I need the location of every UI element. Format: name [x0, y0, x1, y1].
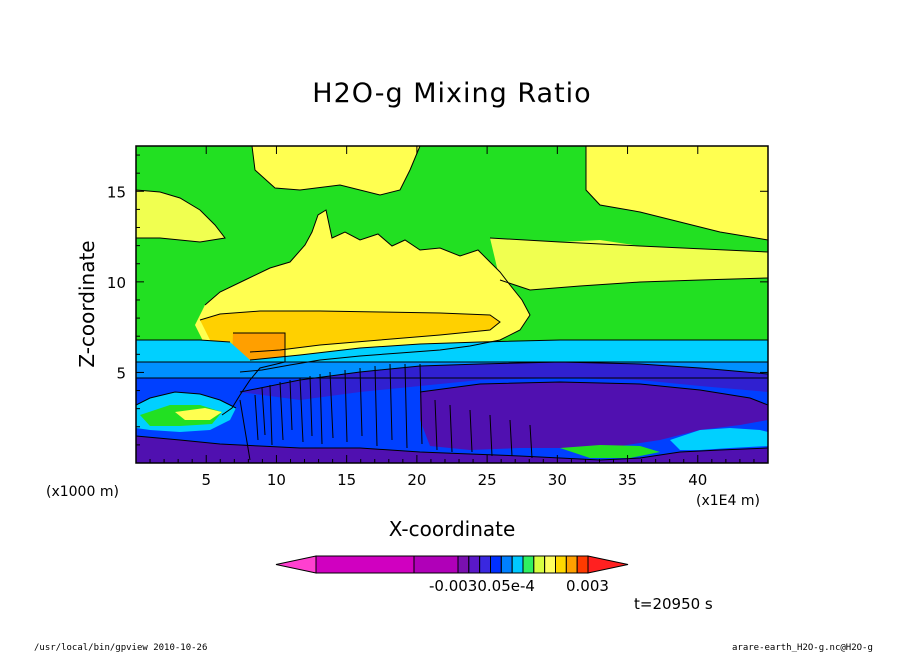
x-tick-label: 25	[478, 471, 497, 489]
chart-title: H2O-g Mixing Ratio	[312, 78, 591, 109]
y-tick-label: 10	[107, 274, 126, 292]
colorbar	[275, 555, 629, 574]
plot-frame	[135, 145, 769, 464]
contour-region-cyan-band	[136, 340, 768, 362]
colorbar-segment	[468, 555, 481, 574]
y-axis-ticks: 5 10 15	[107, 154, 768, 446]
colorbar-segment	[533, 555, 546, 574]
contour-field	[136, 146, 768, 463]
footer-left: /usr/local/bin/gpview 2010-10-26	[34, 643, 207, 653]
contour-region-top-yellow	[252, 146, 420, 195]
contour-region-top-right-yellow	[586, 146, 768, 240]
contour-lines	[136, 146, 768, 461]
colorbar-segment	[457, 555, 470, 574]
y-tick-label: 5	[116, 364, 126, 382]
colorbar-min-arrow	[275, 555, 317, 574]
colorbar-segment	[479, 555, 491, 574]
colorbar-max-arrow	[587, 555, 629, 574]
x-tick-label: 40	[688, 471, 707, 489]
contour-region-upper-yellow-left	[136, 190, 225, 242]
x-tick-label: 30	[548, 471, 567, 489]
colorbar-segment	[555, 555, 567, 574]
x-tick-label: 15	[337, 471, 356, 489]
x-unit-right: (x1E4 m)	[696, 493, 760, 509]
contour-region-lower-left-yellow	[175, 408, 222, 420]
colorbar-segment	[511, 555, 524, 574]
x-axis-label: X-coordinate	[389, 517, 516, 541]
x-unit-left: (x1000 m)	[46, 484, 119, 500]
y-tick-label: 15	[107, 183, 126, 201]
contour-region-purple-base	[420, 382, 768, 450]
contour-region-bottom-right-cyan	[670, 428, 768, 450]
colorbar-segment	[522, 555, 535, 574]
time-annotation: t=20950 s	[634, 595, 713, 613]
colorbar-segment	[544, 555, 557, 574]
contour-region-right-yellow	[490, 238, 768, 290]
colorbar-segment	[500, 555, 513, 574]
x-tick-label: 20	[407, 471, 426, 489]
x-axis-ticks: 5 10 15 20 25 30 35 40	[149, 146, 755, 489]
x-tick-label: 10	[267, 471, 286, 489]
x-tick-label: 35	[618, 471, 637, 489]
colorbar-segment	[576, 555, 589, 574]
contour-region-indigo-layer	[240, 362, 768, 400]
contour-region-bottom-green	[560, 445, 660, 458]
contour-region-bottom-purple	[136, 436, 768, 463]
x-tick-label: 5	[201, 471, 211, 489]
colorbar-segment	[490, 555, 502, 574]
colorbar-label: -0.0030.05e-4	[429, 577, 535, 595]
colorbar-segment	[413, 555, 459, 574]
colorbar-label-max: 0.003	[566, 577, 609, 595]
footer-right: arare-earth_H2O-g.nc@H2O-g	[732, 643, 873, 653]
y-axis-label: Z-coordinate	[75, 240, 99, 367]
colorbar-segment	[565, 555, 578, 574]
colorbar-segment	[315, 555, 415, 574]
